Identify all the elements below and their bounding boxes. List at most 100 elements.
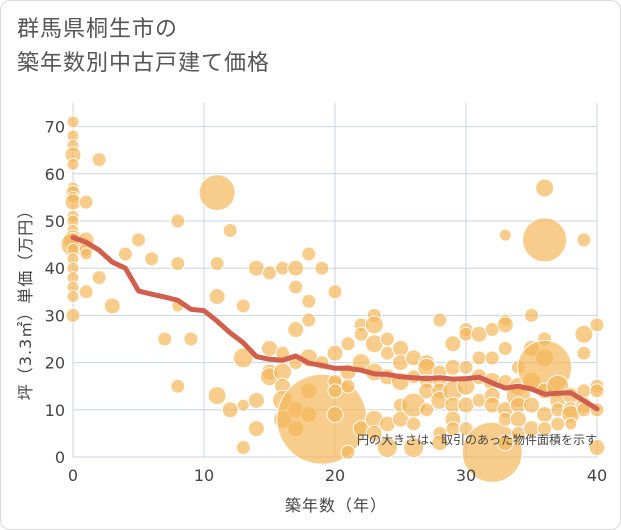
- bubble-point: [183, 331, 199, 347]
- bubble-point: [471, 350, 487, 366]
- bubble-point: [364, 315, 384, 335]
- bubble-point: [117, 246, 133, 262]
- bubble-point: [431, 434, 449, 452]
- bubble-point: [66, 157, 80, 171]
- bubble-point: [457, 396, 475, 414]
- bubble-point: [209, 255, 225, 271]
- x-tick-label: 0: [68, 466, 78, 485]
- y-tick-label: 50: [45, 212, 65, 231]
- bubble-point: [131, 232, 146, 248]
- bubble-point: [365, 424, 383, 442]
- bubble-point: [484, 350, 500, 366]
- bubble-point: [458, 359, 474, 375]
- bubble-point: [537, 421, 553, 437]
- bubble-point: [235, 440, 251, 456]
- bubble-point: [327, 284, 343, 300]
- bubble-point: [524, 307, 539, 323]
- bubble-point: [247, 420, 265, 438]
- bubble-point: [235, 298, 251, 314]
- bubble-point: [170, 378, 186, 394]
- x-axis-ticks: 0 10 20 30 40: [68, 466, 607, 485]
- bubble-point: [406, 416, 422, 432]
- bubble-point: [247, 391, 265, 409]
- bubble-point: [287, 321, 305, 339]
- bubble-point: [589, 317, 605, 333]
- x-tick-label: 20: [325, 466, 345, 485]
- bubble-point: [353, 326, 369, 342]
- bubble-point: [432, 312, 448, 328]
- bubble-point: [498, 228, 512, 242]
- bubble-point: [301, 312, 317, 328]
- bubble-point: [78, 284, 94, 300]
- bubble-point: [79, 247, 93, 261]
- title-line-1: 群馬県桐生市の: [17, 17, 179, 42]
- bubble-point: [207, 386, 227, 406]
- bubble-point: [65, 307, 81, 323]
- bubble-point: [144, 251, 160, 267]
- chart-title: 群馬県桐生市の 築年数別中古戸建て価格: [17, 13, 270, 81]
- bubble-point: [588, 439, 606, 457]
- bubble-point: [589, 383, 605, 399]
- bubble-point: [170, 213, 186, 229]
- bubble-point: [66, 115, 80, 129]
- y-axis-label: 坪（3.3㎡）単価（万円）: [16, 202, 35, 400]
- bubble-point: [536, 406, 554, 424]
- bubble-point: [314, 260, 330, 276]
- bubble-point: [91, 152, 107, 168]
- bubble-point: [221, 401, 239, 419]
- bubble-point: [444, 335, 462, 353]
- bubble-point: [198, 174, 236, 212]
- bubble-point: [535, 178, 555, 198]
- bubble-point: [522, 217, 568, 263]
- bubble-point: [78, 194, 94, 210]
- bubble-point: [470, 325, 488, 343]
- bubble-point: [564, 417, 578, 431]
- bubble-point: [326, 344, 344, 362]
- y-tick-label: 70: [45, 118, 65, 137]
- bubble-point: [247, 259, 265, 277]
- bubble-point: [301, 246, 317, 262]
- x-tick-label: 10: [194, 466, 214, 485]
- bubble-point: [379, 331, 395, 347]
- bubble-point: [232, 347, 254, 369]
- bubble-point: [376, 437, 398, 459]
- bubble-point: [208, 288, 226, 306]
- bubble-point: [340, 444, 356, 460]
- bubble-point: [66, 290, 80, 304]
- bubble-point: [576, 345, 592, 361]
- y-tick-label: 20: [45, 354, 65, 373]
- x-axis-label: 築年数（年）: [285, 496, 387, 515]
- y-tick-label: 40: [45, 259, 65, 278]
- x-tick-label: 40: [587, 466, 607, 485]
- bubble-point: [419, 402, 435, 418]
- bubble-point: [326, 406, 344, 424]
- bubble-point: [236, 398, 250, 412]
- bubble-point: [222, 222, 238, 238]
- trend-line: [70, 235, 600, 412]
- y-tick-label: 0: [55, 448, 65, 467]
- bubble-point: [576, 232, 592, 248]
- bubble-point: [574, 324, 594, 344]
- bubble-point: [103, 297, 121, 315]
- bubble-point: [497, 340, 513, 356]
- bubble-point: [496, 316, 514, 334]
- bubble-point: [261, 339, 278, 357]
- bubble-point: [287, 259, 305, 277]
- bubble-point: [170, 255, 186, 271]
- bubble-size-annotation: 円の大きさは、取引のあった物件面積を示す: [357, 432, 597, 447]
- bubble-point: [340, 378, 356, 394]
- bubble-point: [301, 293, 317, 309]
- bubble-point: [288, 279, 304, 295]
- y-tick-label: 10: [45, 401, 65, 420]
- bubble-point: [340, 336, 356, 352]
- bubble-point: [496, 434, 514, 452]
- bubble-point: [262, 265, 277, 281]
- bubble-point: [523, 396, 540, 414]
- title-line-2: 築年数別中古戸建て価格: [17, 51, 271, 76]
- y-tick-label: 60: [45, 165, 65, 184]
- bubble-point: [327, 383, 343, 399]
- bubble-point: [157, 331, 173, 347]
- bubble-series: [60, 115, 606, 483]
